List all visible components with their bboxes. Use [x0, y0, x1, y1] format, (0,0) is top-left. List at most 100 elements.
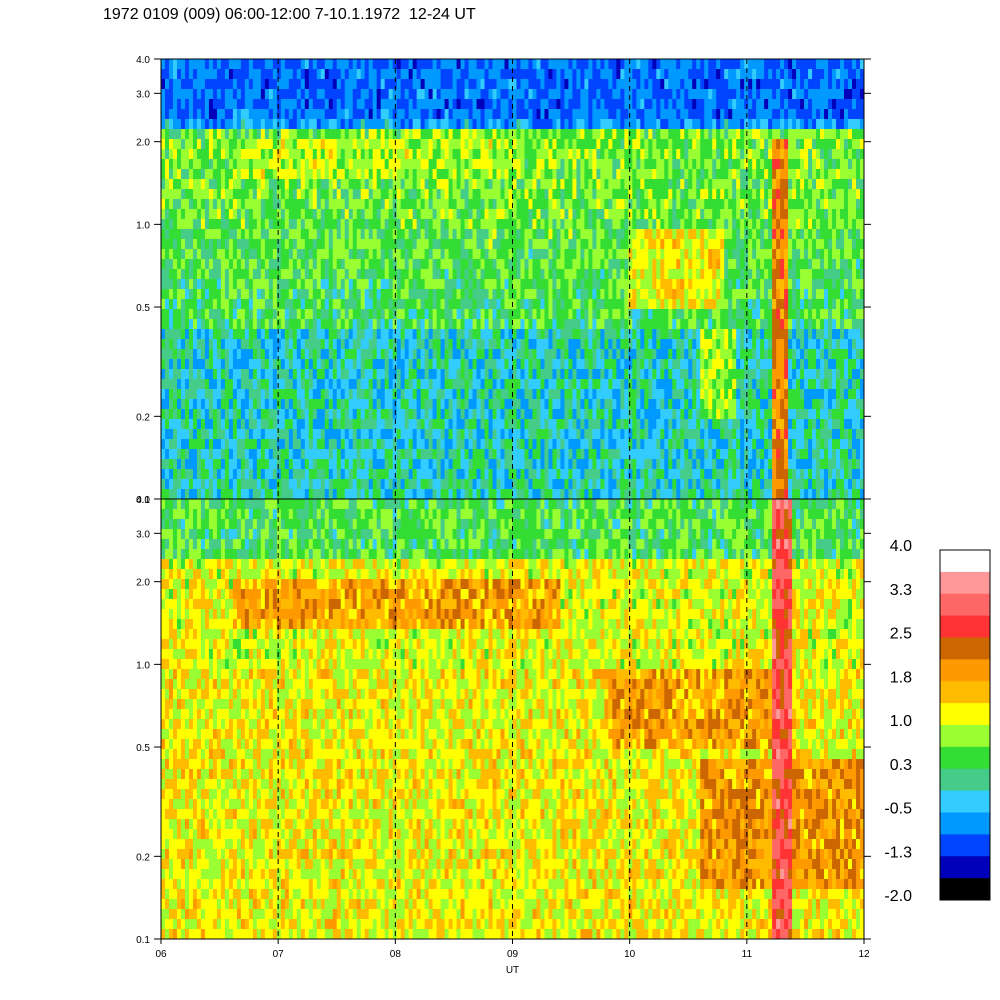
heatmap-cell [784, 259, 789, 270]
heatmap-cell [208, 199, 214, 210]
heatmap-cell [480, 159, 485, 170]
heatmap-cell [228, 199, 234, 210]
heatmap-cell [348, 149, 354, 160]
heatmap-cell [164, 209, 170, 220]
heatmap-cell [644, 209, 649, 220]
heatmap-cell [256, 199, 262, 210]
heatmap-cell [161, 159, 166, 170]
heatmap-cell [728, 109, 733, 120]
heatmap-cell [720, 69, 725, 80]
heatmap-cell [484, 69, 489, 80]
heatmap-cell [740, 239, 745, 250]
heatmap-cell [232, 309, 238, 320]
heatmap-cell [164, 309, 170, 320]
heatmap-cell [388, 179, 394, 190]
heatmap-cell [612, 89, 617, 100]
heatmap-cell [372, 69, 378, 80]
heatmap-cell [356, 249, 362, 260]
heatmap-cell [504, 249, 509, 260]
heatmap-cell [260, 109, 266, 120]
heatmap-cell [808, 129, 813, 140]
heatmap-cell [768, 149, 773, 160]
heatmap-cell [572, 329, 577, 340]
heatmap-cell [584, 109, 589, 120]
heatmap-cell [244, 279, 250, 290]
heatmap-cell [840, 169, 845, 180]
heatmap-cell [516, 69, 521, 80]
heatmap-cell [812, 159, 817, 170]
heatmap-cell [348, 79, 354, 90]
heatmap-cell [436, 99, 441, 110]
heatmap-cell [560, 319, 565, 330]
heatmap-cell [756, 259, 761, 270]
heatmap-cell [592, 209, 597, 220]
heatmap-cell [408, 139, 414, 150]
heatmap-cell [256, 169, 262, 180]
heatmap-cell [552, 159, 557, 170]
heatmap-cell [300, 339, 306, 350]
heatmap-cell [452, 239, 457, 250]
heatmap-cell [428, 279, 434, 290]
heatmap-cell [492, 219, 497, 230]
heatmap-cell [220, 129, 226, 140]
heatmap-cell [304, 329, 310, 340]
heatmap-cell [656, 59, 661, 70]
heatmap-cell [188, 189, 194, 200]
heatmap-cell [168, 129, 174, 140]
heatmap-cell [484, 179, 489, 190]
heatmap-cell [760, 109, 765, 120]
heatmap-cell [700, 299, 705, 310]
heatmap-cell [260, 99, 266, 110]
heatmap-cell [692, 269, 697, 280]
heatmap-cell [312, 229, 318, 240]
heatmap-cell [504, 129, 509, 140]
heatmap-cell [556, 99, 561, 110]
heatmap-cell [428, 159, 434, 170]
heatmap-cell [584, 69, 589, 80]
heatmap-cell [780, 199, 785, 210]
heatmap-cell [544, 219, 549, 230]
heatmap-cell [324, 269, 330, 280]
heatmap-cell [704, 109, 709, 120]
heatmap-cell [536, 269, 541, 280]
heatmap-cell [404, 99, 410, 110]
heatmap-cell [780, 159, 785, 170]
heatmap-cell [220, 329, 226, 340]
heatmap-cell [612, 139, 617, 150]
heatmap-cell [856, 109, 861, 120]
heatmap-cell [500, 279, 505, 290]
heatmap-cell [560, 309, 565, 320]
heatmap-cell [724, 289, 729, 300]
heatmap-cell [564, 269, 569, 280]
heatmap-cell [616, 69, 621, 80]
heatmap-cell [712, 219, 717, 230]
heatmap-cell [620, 139, 625, 150]
heatmap-cell [240, 159, 246, 170]
heatmap-cell [628, 59, 633, 70]
heatmap-cell [608, 289, 613, 300]
heatmap-cell [824, 249, 829, 260]
heatmap-cell [424, 179, 430, 190]
heatmap-cell [616, 199, 621, 210]
heatmap-cell [816, 99, 821, 110]
heatmap-cell [588, 69, 593, 80]
heatmap-cell [544, 229, 549, 240]
heatmap-cell [664, 109, 669, 120]
heatmap-cell [692, 239, 697, 250]
heatmap-cell [392, 159, 398, 170]
heatmap-cell [724, 79, 729, 90]
heatmap-cell [432, 139, 437, 150]
heatmap-cell [428, 119, 434, 130]
heatmap-cell [520, 329, 525, 340]
heatmap-cell [772, 89, 777, 100]
heatmap-cell [276, 209, 282, 220]
heatmap-cell [208, 259, 214, 270]
heatmap-cell [752, 109, 757, 120]
heatmap-cell [364, 199, 370, 210]
heatmap-cell [792, 59, 797, 70]
heatmap-cell [604, 319, 609, 330]
heatmap-cell [784, 199, 789, 210]
heatmap-cell [188, 289, 194, 300]
heatmap-cell [520, 159, 525, 170]
heatmap-cell [560, 279, 565, 290]
